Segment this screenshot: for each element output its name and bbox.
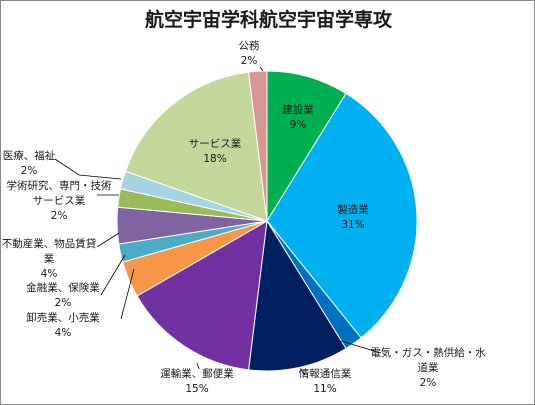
slice-label-5: 卸売業、小売業 4% [26, 311, 100, 339]
slice-label-3: 情報通信業 11% [299, 367, 352, 395]
slice-label-8: 学術研究、専門・技術サービス業 2% [7, 179, 112, 222]
pie-slice-4 [136, 220, 268, 371]
slice-label-4: 運輸業、郵便業 15% [160, 367, 234, 395]
leader-line-11 [259, 66, 264, 72]
slice-label-9: 医療、福祉 2% [3, 149, 56, 177]
pie-slice-0 [266, 70, 347, 223]
pie-slice-11 [248, 70, 268, 222]
leader-line-3 [300, 368, 306, 376]
slice-label-11: 公務 2% [239, 39, 260, 67]
leader-line-6 [100, 254, 126, 296]
slice-label-6: 金融業、保険業 2% [26, 281, 100, 309]
leader-line-7 [96, 232, 120, 248]
chart-title: 航空宇宙学科航空宇宙学専攻 [144, 9, 392, 31]
leader-line-4 [196, 362, 200, 370]
leader-line-2 [340, 340, 382, 354]
slice-label-2: 電気・ガス・熱供給・水道業 2% [370, 346, 486, 389]
slice-label-10: サービス業 18% [189, 137, 242, 165]
slice-label-1: 製造業 31% [337, 203, 369, 231]
slice-label-7: 不動産業、物品賃貸業 4% [2, 237, 97, 280]
leader-line-9 [54, 158, 122, 180]
pie-slice-3 [248, 219, 347, 372]
pie-slice-10 [124, 71, 268, 222]
slice-label-0: 建設業 9% [282, 103, 314, 131]
pie-slice-1 [266, 92, 418, 339]
leader-line-5 [120, 268, 135, 320]
